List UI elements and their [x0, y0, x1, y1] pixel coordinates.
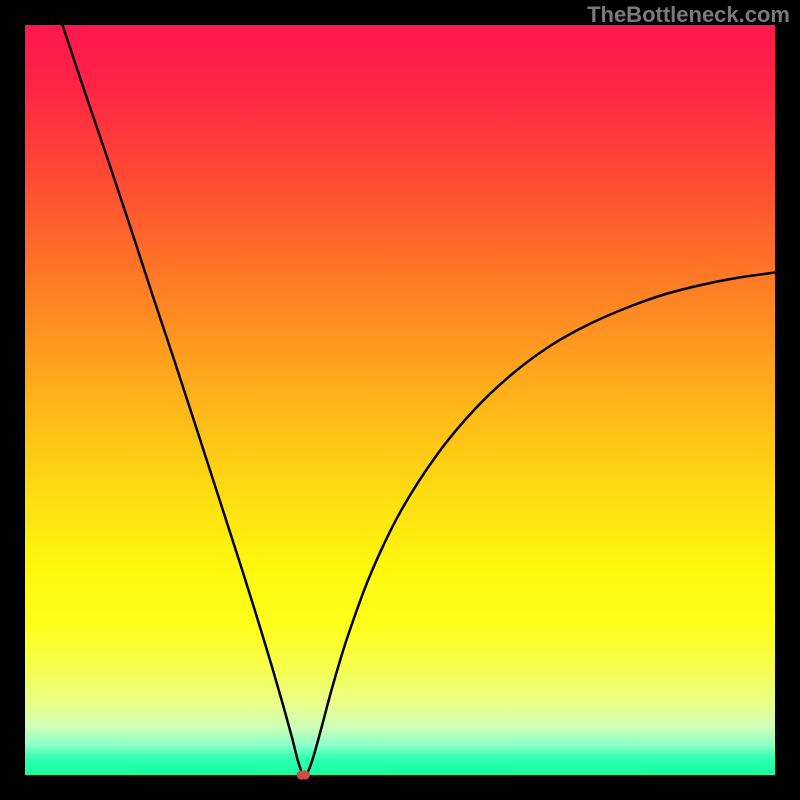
chart-container: { "watermark": { "text": "TheBottleneck.… — [0, 0, 800, 800]
watermark-label: TheBottleneck.com — [587, 2, 790, 28]
bottleneck-curve — [63, 25, 776, 776]
minimum-marker — [297, 771, 311, 780]
curve-layer — [0, 0, 800, 800]
